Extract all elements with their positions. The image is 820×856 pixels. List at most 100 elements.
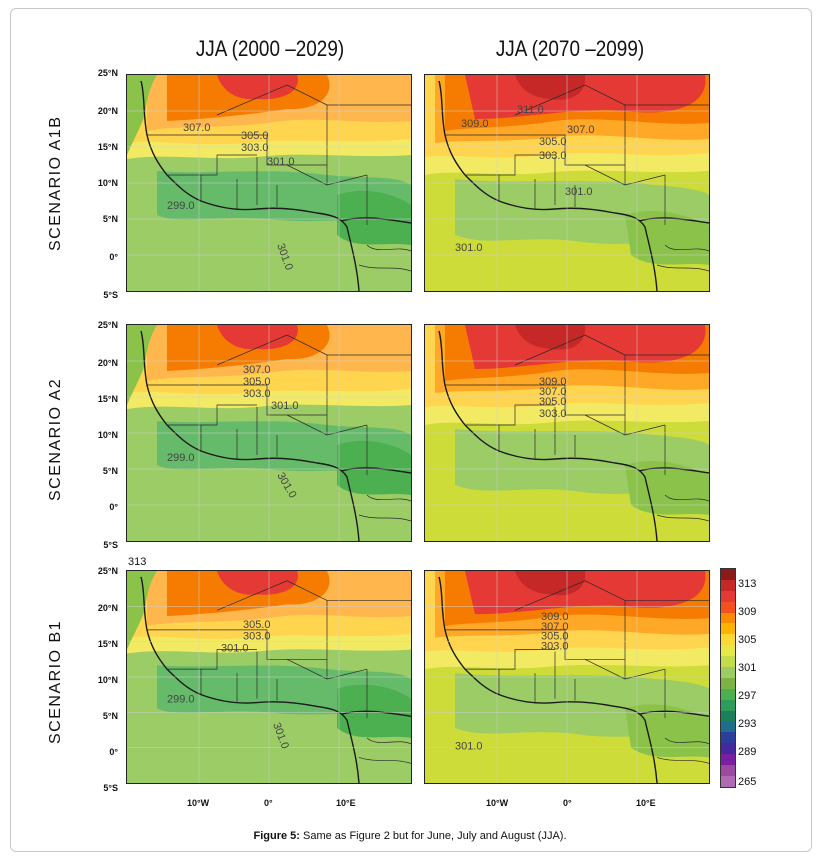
map-panel-b1-future: 309.0 307.0 305.0 303.0 301.0: [424, 570, 710, 784]
lon-label: 10°W: [486, 798, 509, 808]
map-panel-a1b-present: 307.0 305.0 303.0 301.0 299.0 301.0: [126, 74, 412, 292]
lat-label: 15°N: [97, 639, 118, 649]
contour-label: 303.0: [243, 631, 270, 643]
map-panel-a2-future: 309.0 307.0 305.0 303.0: [424, 324, 710, 542]
colorbar-segment: [721, 569, 735, 580]
colorbar: [720, 568, 736, 788]
colorbar-segment: [721, 623, 735, 635]
contour-label: 305.0: [539, 136, 567, 148]
temperature-map-b1-present: 305.0 303.0 301.0 299.0 301.0: [127, 571, 411, 783]
lat-label: 20°N: [97, 106, 118, 116]
contour-label: 299.0: [167, 694, 194, 706]
colorbar-label: 309: [738, 606, 757, 618]
contour-label: 307.0: [541, 621, 568, 633]
caption-text: Same as Figure 2 but for June, July and …: [299, 830, 567, 842]
lat-label: 20°N: [97, 603, 118, 613]
lat-label: 10°N: [97, 178, 118, 188]
colorbar-label: 289: [738, 746, 757, 758]
lat-label: 0°: [109, 502, 118, 512]
contour-label: 301.0: [221, 643, 248, 655]
colorbar-label: 313: [738, 578, 757, 590]
contour-label: 299.0: [167, 452, 195, 464]
contour-label: 301.0: [565, 186, 593, 198]
colorbar-segment: [721, 601, 735, 613]
lat-label: 20°N: [97, 358, 118, 368]
colorbar-segment: [721, 699, 735, 711]
lon-label: 0°: [563, 798, 572, 808]
lat-label: 5°S: [103, 540, 118, 550]
lon-label: 10°E: [336, 798, 356, 808]
colorbar-segment: [721, 688, 735, 700]
colorbar-segment: [721, 775, 735, 787]
colorbar-segment: [721, 579, 735, 591]
lon-label: 10°W: [187, 798, 210, 808]
lat-label: 5°N: [102, 214, 118, 224]
colorbar-segment: [721, 721, 735, 733]
contour-label: 301.0: [267, 156, 295, 168]
colorbar-label: 265: [738, 776, 757, 788]
contour-label: 303.0: [541, 641, 568, 653]
lat-label: 5°S: [103, 290, 118, 300]
contour-label: 303.0: [241, 142, 269, 154]
colorbar-segment: [721, 743, 735, 755]
contour-label: 311.0: [517, 104, 544, 116]
contour-label: 307.0: [539, 386, 567, 398]
colorbar-segment: [721, 590, 735, 602]
contour-label: 309.0: [461, 118, 489, 130]
colorbar-label: 293: [738, 718, 757, 730]
lat-label: 25°N: [97, 566, 118, 576]
colorbar-segment: [721, 710, 735, 722]
map-panel-a1b-future: 311.0 309.0 307.0 305.0 303.0 301.0 301.…: [424, 74, 710, 292]
contour-label: 307.0: [243, 364, 271, 376]
lat-label: 0°: [109, 747, 118, 757]
contour-label: 305.0: [243, 376, 271, 388]
contour-label: 305.0: [243, 619, 270, 631]
lat-label: 5°S: [103, 783, 118, 793]
contour-label: 309.0: [539, 376, 567, 388]
inner-scale-label: 313: [128, 556, 147, 568]
colorbar-segment: [721, 612, 735, 624]
contour-label: 307.0: [183, 122, 211, 134]
contour-label: 301.0: [455, 741, 482, 753]
contour-label: 305.0: [241, 130, 269, 142]
colorbar-label: 305: [738, 634, 757, 646]
lat-label: 15°N: [97, 394, 118, 404]
contour-label: 305.0: [541, 631, 568, 643]
colorbar-segment: [721, 754, 735, 766]
colorbar-label: 301: [738, 662, 757, 674]
colorbar-label: 297: [738, 690, 757, 702]
contour-label: 309.0: [541, 611, 568, 623]
lat-label: 10°N: [97, 675, 118, 685]
lat-label: 0°: [109, 252, 118, 262]
lat-label: 10°N: [97, 430, 118, 440]
contour-label: 301.0: [455, 242, 483, 254]
colorbar-segment: [721, 667, 735, 678]
contour-label: 305.0: [539, 396, 567, 408]
row-label-a2: SCENARIO A2: [47, 377, 64, 501]
lat-label: 5°N: [102, 711, 118, 721]
map-panel-a2-present: 307.0 305.0 303.0 301.0 299.0 301.0: [126, 324, 412, 542]
contour-label: 303.0: [539, 150, 567, 162]
lon-label: 10°E: [636, 798, 656, 808]
colorbar-segment: [721, 645, 735, 657]
colorbar-segment: [721, 732, 735, 744]
map-panel-b1-present: 305.0 303.0 301.0 299.0 301.0: [126, 570, 412, 784]
caption-figure-number: Figure 5:: [253, 830, 300, 842]
lon-label: 0°: [264, 798, 273, 808]
lat-label: 25°N: [97, 320, 118, 330]
temperature-map-a2-future: 309.0 307.0 305.0 303.0: [425, 325, 709, 541]
contour-label: 307.0: [567, 124, 595, 136]
colorbar-segment: [721, 634, 735, 646]
figure-caption: Figure 5: Same as Figure 2 but for June,…: [0, 830, 820, 842]
lat-label: 5°N: [102, 466, 118, 476]
colorbar-segment: [721, 656, 735, 668]
colorbar-segment: [721, 765, 735, 776]
column-title-future: JJA (2070 –2099): [495, 36, 645, 61]
contour-label: 303.0: [243, 388, 271, 400]
temperature-map-a2-present: 307.0 305.0 303.0 301.0 299.0 301.0: [127, 325, 411, 541]
lat-label: 25°N: [97, 68, 118, 78]
temperature-map-a1b-present: 307.0 305.0 303.0 301.0 299.0 301.0: [127, 75, 411, 291]
contour-label: 303.0: [539, 408, 567, 420]
temperature-map-b1-future: 309.0 307.0 305.0 303.0 301.0: [425, 571, 709, 783]
colorbar-segment: [721, 677, 735, 689]
